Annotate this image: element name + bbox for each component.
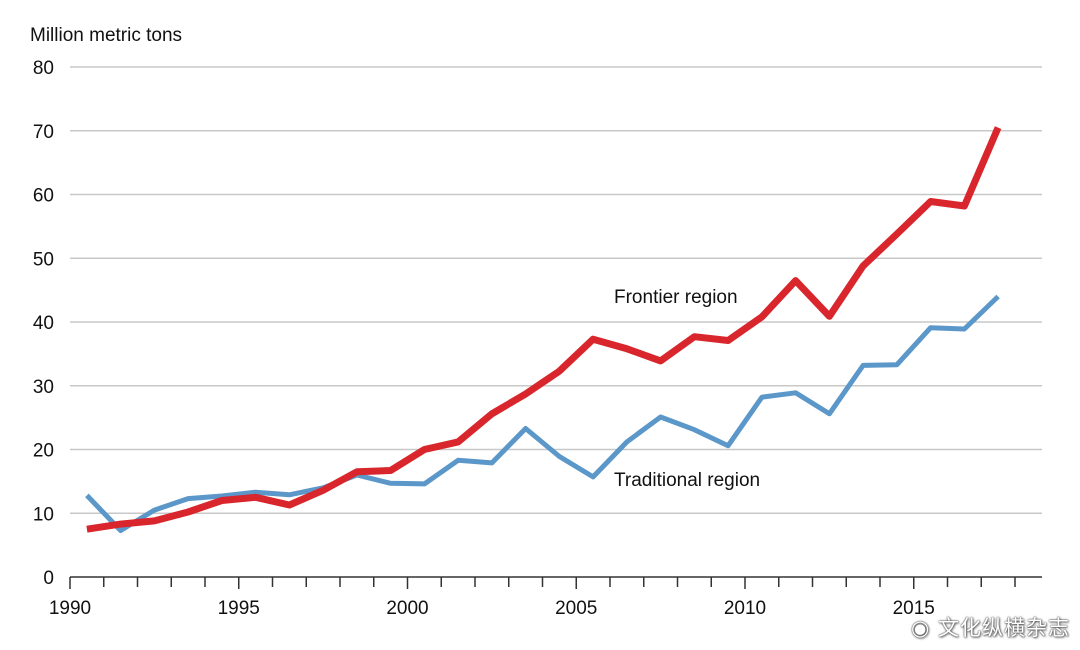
series-lines	[85, 126, 1002, 533]
weibo-icon: ◉	[910, 616, 931, 640]
y-tick-label: 80	[33, 58, 54, 79]
x-tick-label: 2005	[555, 598, 597, 619]
watermark-text: 文化纵横杂志	[938, 616, 1070, 640]
frontier-region-line	[86, 126, 1002, 533]
y-tick-labels: 0 10 20 30 40 50 60 70 80	[33, 58, 54, 589]
y-tick-label: 20	[33, 441, 54, 462]
y-tick-label: 50	[33, 249, 54, 270]
x-tick-label: 1990	[49, 598, 91, 619]
y-tick-label: 0	[43, 568, 54, 589]
x-ticks: 1990 1995 2000 2005 2010 2015	[49, 577, 1016, 619]
y-tick-label: 40	[33, 313, 54, 334]
y-tick-label: 70	[33, 122, 54, 143]
x-tick-label: 2015	[893, 598, 935, 619]
x-tick-label: 2010	[724, 598, 766, 619]
watermark: ◉ 文化纵横杂志	[911, 612, 1070, 642]
traditional-region-label: Traditional region	[614, 470, 760, 491]
traditional-region-line	[85, 294, 1000, 533]
y-tick-label: 10	[33, 504, 54, 525]
x-tick-label: 1995	[218, 598, 260, 619]
y-tick-label: 30	[33, 377, 54, 398]
x-tick-label: 2000	[386, 598, 428, 619]
y-tick-label: 60	[33, 186, 54, 207]
frontier-region-label: Frontier region	[614, 287, 738, 308]
y-axis-unit-label: Million metric tons	[30, 25, 182, 46]
gridlines	[70, 66, 1042, 514]
